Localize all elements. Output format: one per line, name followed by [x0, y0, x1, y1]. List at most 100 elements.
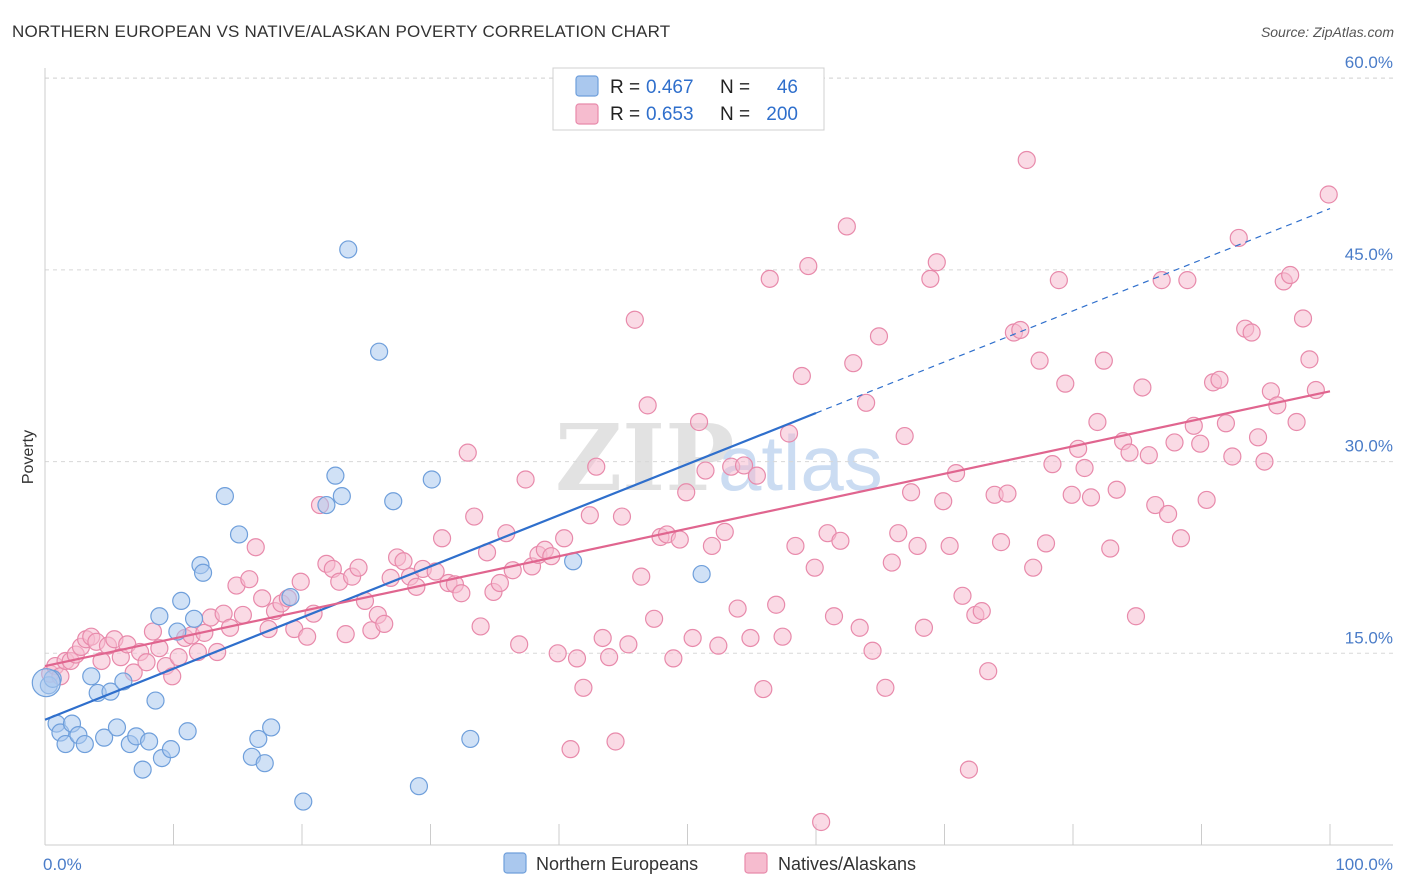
- northern-europeans-point: [249, 729, 268, 749]
- natives-alaskans-point: [953, 586, 972, 605]
- natives-alaskans-point: [561, 740, 580, 759]
- natives-alaskans-trendline: [44, 390, 1331, 668]
- series-legend-swatch-blue: [503, 852, 527, 874]
- natives-alaskans-point: [1133, 378, 1152, 397]
- x-tick-label-100: 100.0%: [1335, 855, 1393, 874]
- northern-europeans-point: [193, 563, 213, 582]
- natives-alaskans-point: [715, 522, 734, 541]
- northern-europeans-point: [229, 525, 249, 544]
- trend-lines: [44, 207, 1331, 721]
- natives-alaskans-point: [1319, 185, 1338, 204]
- natives-alaskans-point: [734, 456, 754, 475]
- grid-lines: [45, 77, 1393, 654]
- natives-alaskans-point: [349, 558, 368, 577]
- natives-alaskans-point: [240, 570, 259, 589]
- natives-alaskans-point: [233, 605, 252, 625]
- natives-alaskans-point: [702, 536, 722, 556]
- natives-alaskans-point: [940, 536, 959, 556]
- natives-alaskans-point: [889, 524, 908, 543]
- natives-alaskans-points: [41, 150, 1338, 832]
- northern-europeans-point: [146, 691, 165, 710]
- natives-alaskans-point: [901, 483, 921, 502]
- y-tick-label-60: 60.0%: [1345, 53, 1393, 72]
- natives-alaskans-point: [972, 602, 991, 621]
- natives-alaskans-point: [587, 457, 606, 476]
- natives-alaskans-point: [927, 253, 946, 272]
- natives-alaskans-point: [1075, 458, 1094, 478]
- natives-alaskans-point: [150, 639, 169, 658]
- natives-alaskans-point: [632, 567, 651, 586]
- x-tick-labels: 0.0% 100.0%: [43, 855, 1393, 874]
- natives-alaskans-point: [432, 529, 452, 548]
- series-legend-label-pink: Natives/Alaskans: [778, 854, 916, 874]
- natives-alaskans-point: [760, 269, 779, 288]
- northern-europeans-point: [114, 672, 133, 691]
- natives-alaskans-point: [921, 269, 940, 288]
- natives-alaskans-point: [664, 649, 683, 668]
- natives-alaskans-point: [959, 760, 979, 779]
- northern-europeans-point: [317, 495, 336, 515]
- legend-n-label-2: N =: [720, 104, 750, 125]
- natives-alaskans-point: [1210, 370, 1229, 389]
- natives-alaskans-point: [574, 678, 593, 697]
- northern-europeans-point: [255, 754, 274, 773]
- natives-alaskans-point: [1107, 480, 1126, 499]
- natives-alaskans-point: [336, 625, 355, 644]
- natives-alaskans-point: [1081, 488, 1101, 507]
- natives-alaskans-point: [857, 393, 876, 412]
- natives-alaskans-point: [837, 217, 856, 236]
- legend-r-label-2: R =: [610, 104, 640, 125]
- natives-alaskans-point: [869, 327, 889, 346]
- natives-alaskans-point: [490, 573, 509, 593]
- natives-alaskans-point: [1056, 374, 1075, 393]
- northern-europeans-point: [161, 740, 181, 759]
- natives-alaskans-point: [1197, 490, 1216, 510]
- natives-alaskans-point: [1017, 150, 1036, 170]
- natives-alaskans-point: [709, 636, 728, 655]
- natives-alaskans-point: [805, 558, 824, 577]
- natives-alaskans-point: [689, 412, 709, 432]
- natives-alaskans-point: [298, 627, 317, 646]
- northern-europeans-point: [461, 729, 480, 749]
- natives-alaskans-point: [1011, 320, 1030, 340]
- y-tick-label-15: 15.0%: [1345, 628, 1393, 647]
- northern-europeans-point: [75, 734, 94, 754]
- natives-alaskans-point: [137, 653, 156, 672]
- northern-europeans-point: [294, 792, 313, 811]
- natives-alaskans-point: [696, 461, 715, 480]
- natives-alaskans-point: [991, 533, 1011, 552]
- natives-alaskans-point: [1293, 309, 1313, 328]
- northern-europeans-point: [139, 732, 159, 751]
- natives-alaskans-point: [998, 484, 1017, 503]
- northern-europeans-point: [339, 240, 358, 259]
- natives-alaskans-point: [465, 507, 484, 526]
- natives-alaskans-point: [767, 595, 786, 614]
- natives-alaskans-point: [670, 530, 689, 549]
- natives-alaskans-point: [1126, 607, 1146, 626]
- natives-alaskans-point: [1242, 323, 1261, 342]
- natives-alaskans-point: [1281, 265, 1300, 285]
- northern-europeans-point: [107, 718, 127, 737]
- natives-alaskans-point: [934, 492, 953, 511]
- natives-alaskans-point: [1152, 271, 1171, 290]
- natives-alaskans-point: [625, 310, 644, 329]
- series-legend-label-blue: Northern Europeans: [536, 854, 698, 874]
- natives-alaskans-point: [619, 635, 638, 654]
- legend-swatch-blue: [575, 75, 599, 97]
- natives-alaskans-point: [863, 641, 882, 660]
- x-tick-label-0: 0.0%: [43, 855, 82, 874]
- natives-alaskans-point: [1101, 539, 1120, 558]
- northern-europeans-points: [31, 240, 711, 811]
- chart-title: NORTHERN EUROPEAN VS NATIVE/ALASKAN POVE…: [12, 22, 671, 41]
- natives-alaskans-point: [754, 679, 773, 699]
- natives-alaskans-point: [1268, 396, 1287, 415]
- natives-alaskans-point: [1036, 534, 1056, 553]
- natives-alaskans-point: [1216, 414, 1236, 433]
- northern-europeans-point: [370, 342, 389, 361]
- natives-alaskans-point: [1049, 271, 1068, 290]
- natives-alaskans-point: [792, 366, 811, 386]
- natives-alaskans-point: [246, 538, 265, 557]
- northern-europeans-point: [172, 591, 191, 611]
- northern-europeans-point: [95, 728, 114, 747]
- natives-alaskans-point: [600, 648, 619, 667]
